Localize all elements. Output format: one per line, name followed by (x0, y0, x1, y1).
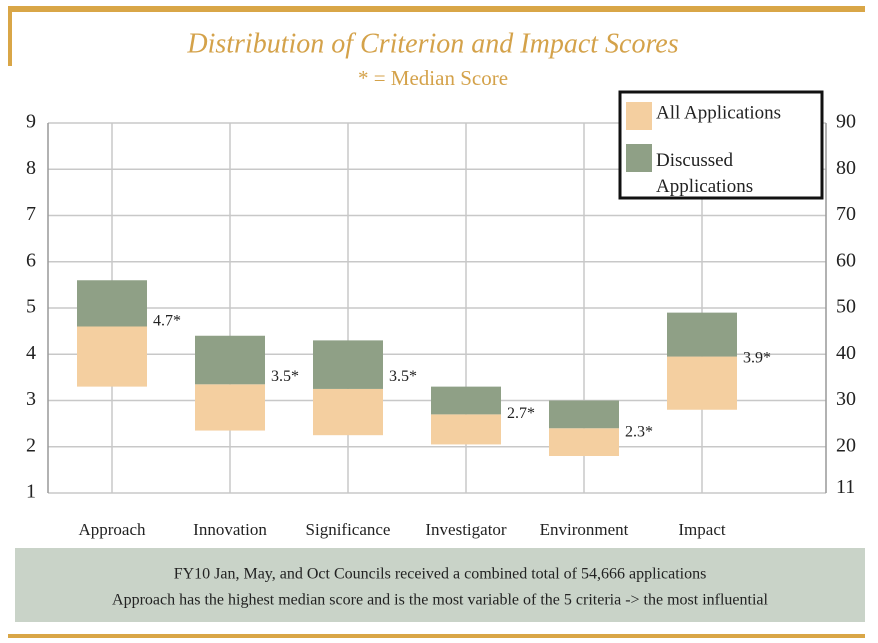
bar-segment (313, 340, 383, 389)
y2-tick-label: 80 (836, 157, 856, 179)
legend-label: Discussed Applications (656, 150, 753, 197)
y-tick-label: 3 (26, 388, 36, 410)
bar-segment (431, 386, 501, 415)
y-tick-label: 5 (26, 296, 36, 318)
bar-segment (195, 384, 265, 431)
y2-tick-label: 90 (836, 111, 856, 133)
bar-segment (549, 400, 619, 429)
x-tick-label: Impact (678, 520, 725, 539)
bottom-rule (8, 634, 865, 638)
bar-segment (77, 326, 147, 387)
median-label: 2.7* (507, 405, 535, 422)
footnote: Approach has the highest median score an… (112, 592, 768, 609)
y-tick-label: 2 (26, 434, 36, 456)
y2-tick-label: 40 (836, 342, 856, 364)
y-tick-label: 8 (26, 157, 36, 179)
footnote-box (15, 548, 865, 622)
y-tick-label: 1 (26, 481, 36, 503)
footnote: FY10 Jan, May, and Oct Councils received… (174, 566, 707, 583)
chart-subtitle: * = Median Score (358, 66, 508, 90)
y2-tick-label: 11 (836, 476, 855, 498)
x-tick-label: Environment (540, 520, 629, 539)
legend-swatch (626, 144, 652, 172)
median-label: 3.5* (271, 368, 299, 385)
chart-title: Distribution of Criterion and Impact Sco… (186, 28, 678, 59)
y2-tick-label: 60 (836, 249, 856, 271)
bar-segment (77, 280, 147, 327)
top-rule (8, 6, 865, 12)
y2-tick-label: 70 (836, 203, 856, 225)
bar-segment (313, 388, 383, 436)
legend-label: All Applications (656, 102, 781, 123)
bar-segment (667, 312, 737, 357)
y-tick-label: 4 (26, 342, 36, 364)
median-label: 3.5* (389, 368, 417, 385)
y2-tick-label: 20 (836, 434, 856, 456)
side-rule (8, 6, 12, 66)
legend-swatch (626, 102, 652, 130)
x-tick-label: Investigator (425, 520, 507, 539)
legend-box (618, 90, 824, 200)
x-tick-label: Innovation (193, 520, 267, 539)
bar-segment (195, 335, 265, 385)
y-tick-label: 7 (26, 203, 36, 225)
median-label: 2.3* (625, 424, 653, 441)
y-tick-label: 6 (26, 249, 36, 271)
y-tick-label: 9 (26, 111, 36, 133)
bar-segment (549, 428, 619, 456)
bar-segment (667, 356, 737, 410)
median-label: 4.7* (153, 313, 181, 330)
y2-tick-label: 30 (836, 388, 856, 410)
bar-segment (431, 414, 501, 445)
x-tick-label: Significance (306, 520, 391, 539)
x-tick-label: Approach (78, 520, 146, 539)
median-label: 3.9* (743, 350, 771, 367)
y2-tick-label: 50 (836, 296, 856, 318)
